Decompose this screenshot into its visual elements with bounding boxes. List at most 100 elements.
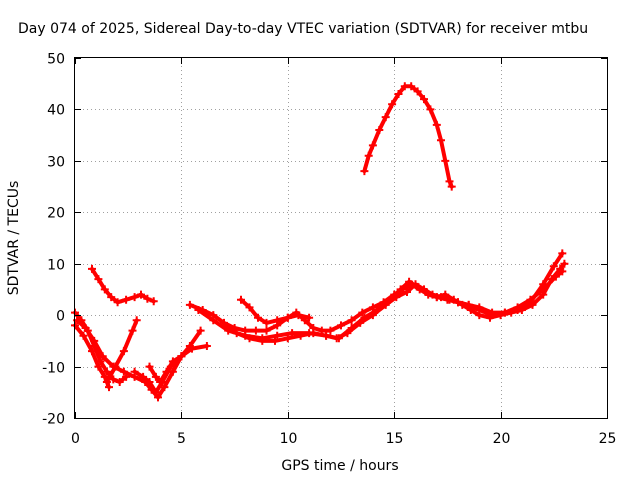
series-line <box>187 261 567 333</box>
data-point <box>130 367 139 376</box>
plot-frame <box>74 57 608 419</box>
series-segment-3 <box>73 316 205 402</box>
data-point <box>194 306 203 314</box>
y-tick-label: 40 <box>47 103 65 119</box>
data-point <box>156 378 165 386</box>
series-line <box>362 84 454 189</box>
chart-title: Day 074 of 2025, Sidereal Day-to-day VTE… <box>18 21 588 37</box>
data-point <box>411 280 420 289</box>
data-point <box>356 318 365 327</box>
data-point <box>500 308 509 317</box>
data-point <box>168 357 177 366</box>
series-line <box>196 251 565 341</box>
data-point <box>549 262 558 271</box>
series-segment-8 <box>185 259 569 335</box>
data-point <box>368 311 377 320</box>
data-point <box>388 100 397 109</box>
data-point <box>273 331 282 340</box>
data-point <box>107 293 116 302</box>
x-tick-label: 25 <box>599 431 617 447</box>
data-point <box>115 378 124 386</box>
data-point <box>294 311 303 320</box>
x-tick-label: 20 <box>493 431 511 447</box>
y-tick-label: 0 <box>56 309 65 325</box>
data-point <box>100 285 109 294</box>
series-line <box>90 266 156 305</box>
data-point <box>375 126 384 134</box>
data-point <box>98 352 107 361</box>
data-point <box>309 329 318 338</box>
data-point <box>305 313 314 322</box>
data-point <box>151 388 160 397</box>
x-tick-label: 0 <box>71 431 80 447</box>
data-point <box>143 294 152 303</box>
data-point <box>403 288 411 296</box>
x-axis-title: GPS time / hours <box>281 458 398 474</box>
data-point <box>79 331 88 340</box>
series-segment-4 <box>102 316 141 386</box>
data-point <box>177 352 186 361</box>
series-segment-9 <box>194 249 567 343</box>
data-point <box>358 308 367 317</box>
series-segment-12 <box>360 82 456 191</box>
data-point <box>273 316 282 325</box>
data-point <box>271 336 279 345</box>
series-line <box>222 269 565 343</box>
data-point <box>381 300 390 309</box>
data-point <box>90 336 99 345</box>
grid-lines <box>75 58 607 418</box>
data-point <box>428 290 437 299</box>
data-point <box>551 272 560 281</box>
data-point <box>539 285 548 294</box>
data-point <box>81 324 90 332</box>
x-tick-label: 10 <box>280 431 298 447</box>
data-point <box>441 156 450 165</box>
data-point <box>488 311 497 320</box>
data-point <box>337 321 345 330</box>
data-point <box>454 298 462 307</box>
data-point <box>237 295 245 304</box>
data-point <box>113 298 122 307</box>
data-point <box>149 297 158 306</box>
data-point <box>145 378 154 386</box>
data-point <box>88 347 96 356</box>
data-point <box>396 285 405 294</box>
data-point <box>245 334 254 343</box>
data-point <box>447 182 456 191</box>
data-point <box>558 267 567 276</box>
data-point <box>119 347 128 356</box>
data-point <box>445 177 454 186</box>
data-point <box>145 362 154 371</box>
data-point <box>128 326 137 335</box>
data-point <box>283 313 292 322</box>
axis-ticks: 0 5 10 15 20 25 -20 -10 0 10 20 30 40 50 <box>42 52 616 448</box>
data-point <box>122 295 131 304</box>
data-point <box>162 367 171 376</box>
data-point <box>130 293 139 302</box>
data-point <box>343 329 352 338</box>
series-segment-5 <box>130 342 211 397</box>
data-point <box>154 393 162 402</box>
data-point <box>368 141 377 150</box>
data-point <box>526 295 535 304</box>
data-point <box>102 378 111 386</box>
data-point <box>420 285 428 294</box>
data-point <box>432 120 441 129</box>
data-point <box>88 264 96 273</box>
series-segment-7 <box>88 264 158 307</box>
data-point <box>94 275 103 284</box>
data-point <box>119 367 128 376</box>
data-point <box>513 303 522 312</box>
y-axis-title: SDTVAR / TECUs <box>6 181 22 296</box>
data-series <box>71 82 569 402</box>
data-point <box>245 303 254 312</box>
x-tick-label: 5 <box>177 431 186 447</box>
data-point <box>185 300 194 309</box>
y-tick-label: 20 <box>47 206 65 222</box>
data-point <box>332 334 341 343</box>
data-point <box>413 87 422 96</box>
data-point <box>262 326 271 335</box>
data-point <box>105 383 113 392</box>
data-point <box>151 372 160 381</box>
